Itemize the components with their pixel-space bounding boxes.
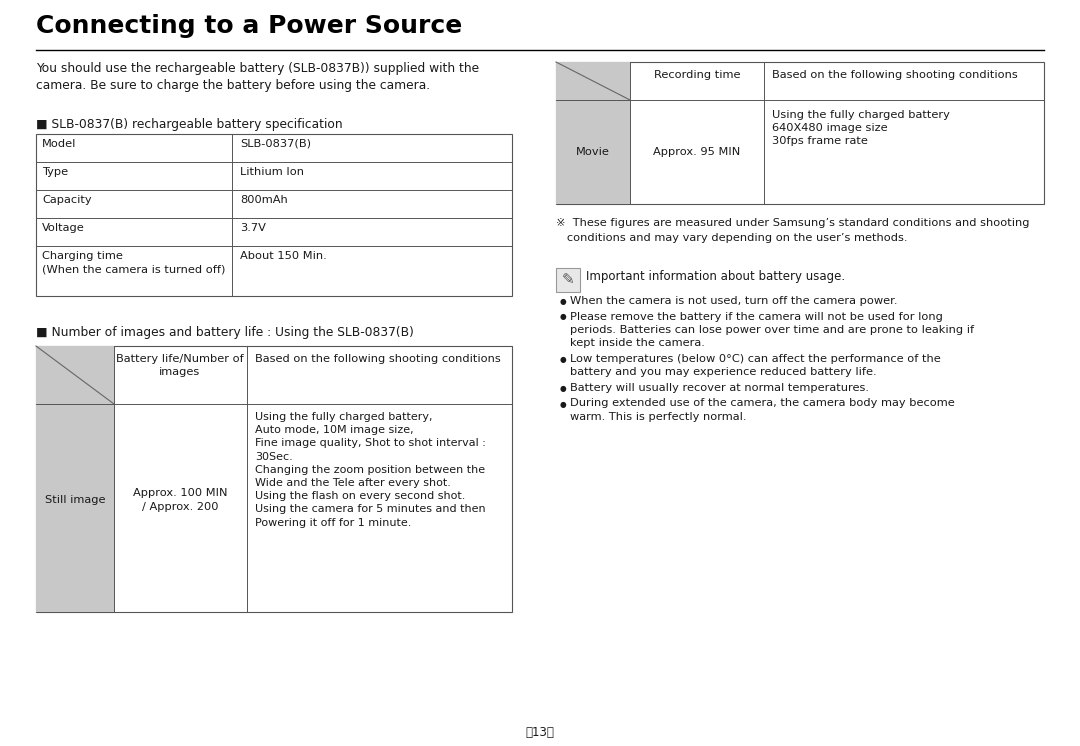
Text: ●: ● [561, 355, 567, 364]
Bar [556, 100, 630, 204]
Text: Recording time: Recording time [653, 70, 740, 80]
Bar [556, 62, 630, 100]
Text: 800mAh: 800mAh [240, 195, 287, 205]
Text: Using the fully charged battery
640X480 image size
30fps frame rate: Using the fully charged battery 640X480 … [772, 110, 950, 146]
Bar [36, 346, 512, 612]
Text: Voltage: Voltage [42, 223, 84, 233]
Text: ●: ● [561, 297, 567, 306]
Text: 3.7V: 3.7V [240, 223, 266, 233]
Text: Still image: Still image [44, 495, 105, 505]
Text: Approx. 95 MIN: Approx. 95 MIN [653, 147, 741, 157]
Text: ●: ● [561, 384, 567, 393]
Text: Capacity: Capacity [42, 195, 92, 205]
Text: About 150 Min.: About 150 Min. [240, 251, 327, 261]
Text: When the camera is not used, turn off the camera power.: When the camera is not used, turn off th… [570, 296, 897, 306]
Text: Based on the following shooting conditions: Based on the following shooting conditio… [255, 354, 501, 364]
Text: SLB-0837(B): SLB-0837(B) [240, 139, 311, 149]
Text: During extended use of the camera, the camera body may become
warm. This is perf: During extended use of the camera, the c… [570, 398, 955, 421]
Text: Connecting to a Power Source: Connecting to a Power Source [36, 14, 462, 38]
Bar [36, 134, 512, 296]
Text: Using the fully charged battery,
Auto mode, 10M image size,
Fine image quality, : Using the fully charged battery, Auto mo… [255, 412, 486, 527]
Text: ＜13＞: ＜13＞ [526, 726, 554, 739]
Text: Charging time
(When the camera is turned off): Charging time (When the camera is turned… [42, 251, 226, 275]
Text: Important information about battery usage.: Important information about battery usag… [586, 270, 846, 283]
Text: ●: ● [561, 400, 567, 409]
Bar [556, 268, 580, 292]
Bar [36, 346, 114, 404]
Text: Battery life/Number of
images: Battery life/Number of images [117, 354, 244, 377]
Text: ●: ● [561, 313, 567, 322]
Bar [36, 404, 114, 612]
Text: ■ Number of images and battery life : Using the SLB-0837(B): ■ Number of images and battery life : Us… [36, 326, 414, 339]
Text: Please remove the battery if the camera will not be used for long
periods. Batte: Please remove the battery if the camera … [570, 312, 974, 348]
Text: Based on the following shooting conditions: Based on the following shooting conditio… [772, 70, 1017, 80]
Text: ✎: ✎ [562, 272, 575, 287]
Text: ■ SLB-0837(B) rechargeable battery specification: ■ SLB-0837(B) rechargeable battery speci… [36, 118, 342, 131]
Text: ※  These figures are measured under Samsung’s standard conditions and shooting: ※ These figures are measured under Samsu… [556, 218, 1029, 228]
Text: Battery will usually recover at normal temperatures.: Battery will usually recover at normal t… [570, 383, 869, 393]
Text: Movie: Movie [576, 147, 610, 157]
Text: Lithium Ion: Lithium Ion [240, 167, 303, 177]
Text: Model: Model [42, 139, 77, 149]
Text: You should use the rechargeable battery (SLB-0837B)) supplied with the
camera. B: You should use the rechargeable battery … [36, 62, 480, 92]
Text: Type: Type [42, 167, 68, 177]
Text: Approx. 100 MIN
/ Approx. 200: Approx. 100 MIN / Approx. 200 [133, 489, 227, 512]
Text: Low temperatures (below 0°C) can affect the performance of the
battery and you m: Low temperatures (below 0°C) can affect … [570, 354, 941, 377]
Bar [556, 62, 1044, 204]
Text: conditions and may vary depending on the user’s methods.: conditions and may vary depending on the… [556, 233, 907, 243]
